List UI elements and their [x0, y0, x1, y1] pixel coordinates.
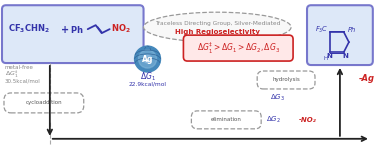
- Text: $\Delta G_2$: $\Delta G_2$: [266, 115, 281, 125]
- Text: N: N: [326, 53, 332, 59]
- Text: cycloaddition: cycloaddition: [26, 100, 62, 105]
- Text: N: N: [342, 53, 348, 59]
- Text: metal-free: metal-free: [5, 64, 34, 69]
- Circle shape: [144, 55, 152, 63]
- Circle shape: [138, 50, 156, 68]
- Text: $\mathbf{CF_3CHN_2}$: $\mathbf{CF_3CHN_2}$: [8, 23, 50, 35]
- Text: $\Delta G_1^{\ddag}$: $\Delta G_1^{\ddag}$: [5, 68, 19, 80]
- Text: $Ph$: $Ph$: [347, 25, 357, 34]
- Text: H: H: [324, 56, 328, 61]
- Text: -Ag: -Ag: [359, 74, 375, 84]
- Text: $\Delta G_3$: $\Delta G_3$: [270, 93, 285, 103]
- Text: 30.5kcal/mol: 30.5kcal/mol: [5, 79, 41, 84]
- Text: Ag: Ag: [142, 55, 153, 64]
- Text: $\Delta G_1^{\ddag}>\Delta G_1>\Delta G_2,\Delta G_3$: $\Delta G_1^{\ddag}>\Delta G_1>\Delta G_…: [197, 40, 280, 56]
- Circle shape: [135, 46, 161, 72]
- Text: $\mathbf{+}$: $\mathbf{+}$: [60, 24, 69, 35]
- Text: $F_3C$: $F_3C$: [315, 24, 329, 35]
- Ellipse shape: [144, 12, 291, 42]
- Text: elimination: elimination: [211, 117, 242, 122]
- Text: $\Delta G_1$: $\Delta G_1$: [139, 71, 155, 83]
- Text: Traceless Directing Group, Silver-Mediated: Traceless Directing Group, Silver-Mediat…: [155, 21, 280, 26]
- Text: $\mathbf{NO_2}$: $\mathbf{NO_2}$: [111, 23, 130, 35]
- Text: $\mathbf{Ph}$: $\mathbf{Ph}$: [70, 24, 83, 35]
- Text: High Regioselectivity: High Regioselectivity: [175, 29, 260, 35]
- Text: hydrolysis: hydrolysis: [272, 77, 300, 82]
- Text: 22.9kcal/mol: 22.9kcal/mol: [129, 82, 167, 87]
- FancyBboxPatch shape: [183, 35, 293, 61]
- Text: -NO₂: -NO₂: [299, 117, 317, 123]
- FancyBboxPatch shape: [307, 5, 373, 65]
- FancyBboxPatch shape: [2, 5, 144, 63]
